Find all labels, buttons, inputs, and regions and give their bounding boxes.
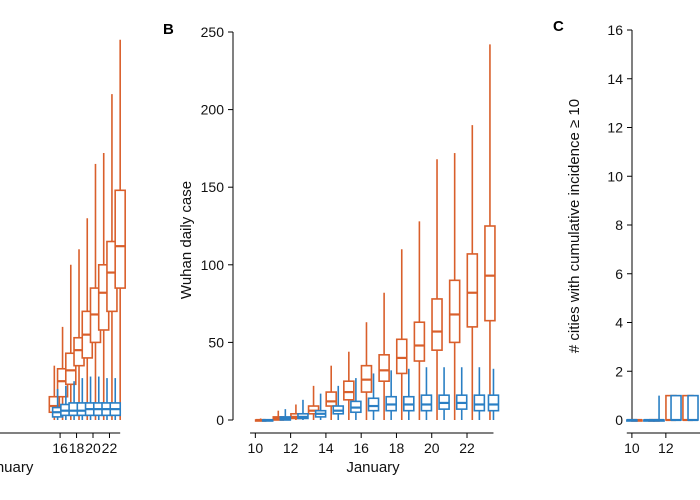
orange-box [343,351,355,420]
panel-c-plot-area [626,394,699,422]
orange-box [484,44,496,420]
x-tick-label: 20 [424,440,440,456]
blue-box [385,370,397,420]
orange-box [413,221,426,420]
box-iqr [343,380,355,401]
box-iqr [395,338,408,375]
x-tick-label: 14 [318,440,334,456]
x-tick-label: 18 [69,440,85,456]
box-iqr [64,352,77,386]
box-iqr [114,189,126,289]
panel-b-xlabel: January [346,459,400,476]
panel-c-ylabel: # cities with cumulative incidence ≥ 10 [566,99,583,353]
box-iqr [448,279,461,344]
y-tick-label: 50 [208,334,224,350]
blue-box [487,368,500,420]
blue-box [626,418,638,422]
orange-box [114,39,126,420]
y-tick-label: 0 [615,412,623,428]
box-iqr [484,225,496,322]
blue-box [109,378,122,420]
blue-box [473,367,486,420]
y-tick-label: 200 [201,102,225,118]
y-tick-label: 12 [607,120,623,136]
y-tick-label: 4 [615,315,623,331]
box-iqr [420,394,433,412]
orange-box [395,249,408,420]
x-tick-label: 10 [248,440,264,456]
panel-b-x-axis: 10 12 14 16 18 20 22 [248,432,494,456]
x-tick-label: 20 [85,440,101,456]
x-tick-label: 16 [52,440,68,456]
blue-box [297,399,309,420]
orange-box [360,322,373,420]
blue-box [438,367,450,420]
blue-box [670,394,682,422]
blue-box [279,409,292,421]
y-tick-label: 10 [607,168,623,184]
panel-a-xlabel: January [0,459,34,476]
blue-box [687,394,699,422]
panel-b-plot-area [254,44,500,422]
x-tick-label: 22 [459,440,475,456]
panel-b-label: B [163,21,174,38]
panel-c: C # cities with cumulative incidence ≥ 1… [553,18,700,456]
y-tick-label: 0 [216,412,224,428]
box-iqr [431,298,443,351]
panel-c-y-axis: 0 2 4 6 8 10 12 14 16 [607,22,633,428]
orange-box [378,292,390,420]
box-iqr [473,394,486,412]
box-iqr [687,394,699,421]
blue-box [643,418,655,422]
y-tick-label: 8 [615,217,623,233]
blue-box [420,367,433,420]
blue-box [403,368,415,420]
panel-c-label: C [553,18,564,35]
blue-box [314,393,327,420]
orange-box [431,159,443,420]
box-iqr [413,321,426,362]
y-tick-label: 14 [607,71,623,87]
x-tick-label: 12 [658,440,674,456]
panel-b-y-axis: 0 50 100 150 200 250 [201,24,234,428]
y-tick-label: 250 [201,24,225,40]
box-iqr [487,394,500,412]
orange-box [448,153,461,420]
x-tick-label: 18 [389,440,405,456]
blue-box [455,367,468,420]
orange-box [466,125,479,420]
panel-a-x-axis: 16 18 20 22 [0,432,121,456]
box-iqr [367,397,380,412]
blue-box [653,395,665,422]
x-tick-label: 22 [102,440,118,456]
y-tick-label: 6 [615,266,623,282]
blue-box [367,373,380,420]
box-iqr [378,354,390,383]
panel-c-x-axis: 10 12 [624,432,700,456]
box-iqr [670,394,682,421]
panel-b-ylabel: Wuhan daily case [178,181,195,299]
box-iqr [325,391,337,407]
x-tick-label: 16 [353,440,369,456]
y-tick-label: 150 [201,179,225,195]
y-tick-label: 100 [201,257,225,273]
box-iqr [466,253,479,328]
y-tick-label: 2 [615,363,623,379]
x-tick-label: 10 [624,440,640,456]
orange-box [325,365,337,420]
panel-a-plot-area [48,39,126,420]
blue-box [332,385,345,420]
x-tick-label: 12 [283,440,299,456]
y-tick-label: 16 [607,22,623,38]
blue-box [350,378,362,420]
blue-box [261,418,274,422]
